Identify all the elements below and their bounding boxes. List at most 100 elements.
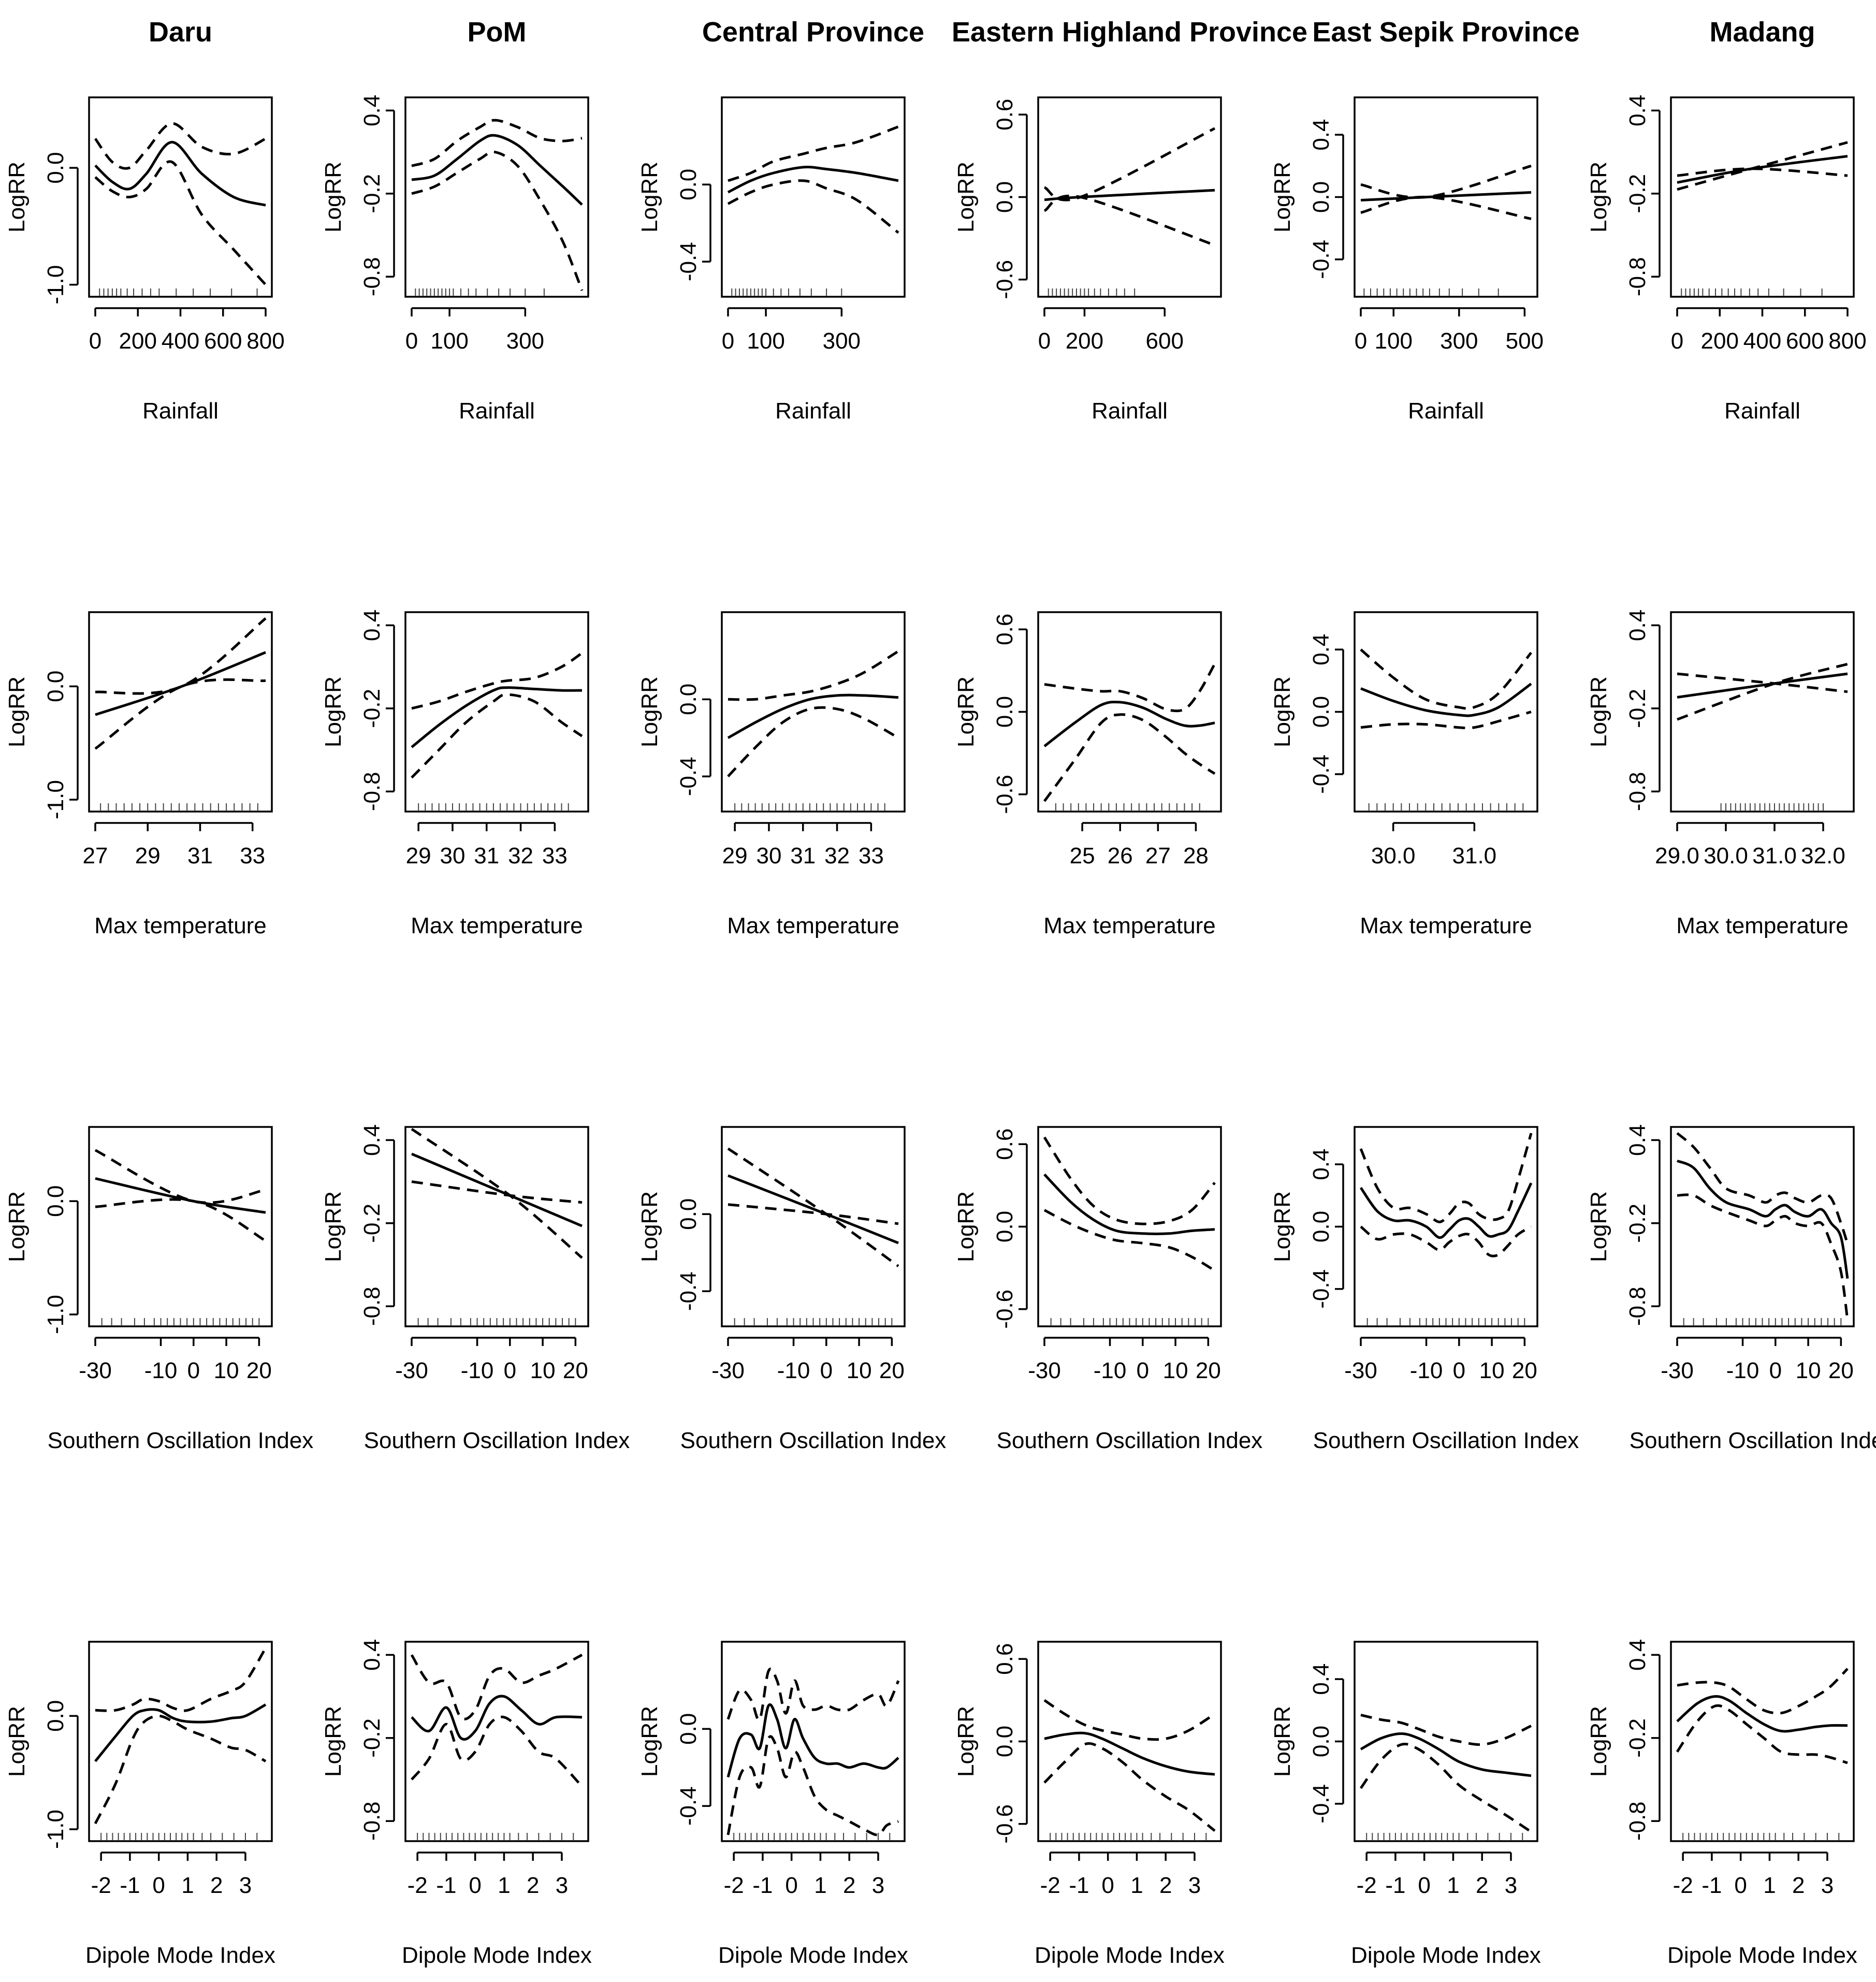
curves bbox=[1677, 662, 1848, 721]
y-tick-label: -0.4 bbox=[676, 242, 701, 281]
panel-r1-c0: 27 29 31 33 -1.0 0.0 LogRR Max temperature bbox=[4, 611, 273, 938]
fit-line bbox=[1043, 700, 1215, 747]
x-tick-label: 1 bbox=[814, 1873, 826, 1898]
y-tick-label: -0.8 bbox=[359, 1801, 385, 1841]
x-tick-label: 33 bbox=[240, 843, 265, 869]
y-tick-label: 0.4 bbox=[359, 95, 385, 126]
upper-ci-line bbox=[1677, 1668, 1849, 1715]
y-tick-label: 0.0 bbox=[43, 1700, 68, 1732]
y-axis-label: LogRR bbox=[953, 676, 979, 747]
y-tick-label: -0.8 bbox=[359, 772, 385, 811]
curves bbox=[94, 1149, 267, 1242]
fit-line bbox=[94, 141, 266, 207]
y-tick-label: 0.0 bbox=[676, 684, 701, 715]
x-tick-label: 0 bbox=[405, 328, 418, 354]
upper-ci-line bbox=[1044, 663, 1216, 713]
x-tick-label: 31 bbox=[790, 843, 816, 869]
y-tick-label: -0.2 bbox=[359, 689, 385, 728]
y-tick-label: -0.2 bbox=[1625, 1204, 1650, 1243]
y-tick-label: 0.0 bbox=[992, 1726, 1017, 1757]
x-tick-label: 1 bbox=[181, 1873, 194, 1898]
curves bbox=[411, 1128, 583, 1259]
plot-frame bbox=[404, 96, 589, 298]
x-tick-label: 600 bbox=[1146, 328, 1184, 354]
y-tick-label: 0.0 bbox=[43, 671, 68, 702]
x-tick-label: -2 bbox=[408, 1873, 428, 1898]
fit-line bbox=[411, 1152, 583, 1227]
x-axis-label: Max temperature bbox=[727, 913, 899, 938]
y-axis-label: LogRR bbox=[1270, 162, 1295, 233]
upper-ci-line bbox=[728, 650, 899, 701]
x-axis-label: Rainfall bbox=[775, 398, 851, 424]
x-tick-label: -10 bbox=[1410, 1358, 1443, 1383]
x-tick-label: 400 bbox=[1743, 328, 1781, 354]
y-tick-label: 0.0 bbox=[676, 1198, 701, 1230]
fit-line bbox=[95, 651, 266, 716]
x-tick-label: 10 bbox=[530, 1358, 556, 1383]
x-tick-label: 0 bbox=[1734, 1873, 1747, 1898]
curves bbox=[1043, 127, 1216, 247]
y-tick-label: -0.8 bbox=[359, 257, 385, 296]
y-tick-label: -0.6 bbox=[992, 1804, 1017, 1844]
panel-r2-c4: -30 -10 0 10 20 -0.4 0.0 0.4 LogRR Southern Oscil… bbox=[1270, 1126, 1579, 1453]
fit-line bbox=[1360, 191, 1532, 201]
fit-line bbox=[411, 686, 583, 748]
fit-line bbox=[94, 1703, 267, 1762]
y-tick-label: -0.2 bbox=[1625, 689, 1650, 728]
y-tick-label: 0.0 bbox=[43, 152, 68, 184]
x-axis-label: Southern Oscillation Index bbox=[680, 1428, 947, 1453]
fit-line bbox=[1044, 1731, 1215, 1776]
column-title-3: Eastern Highland Province bbox=[952, 17, 1307, 48]
lower-ci-line bbox=[726, 1735, 899, 1836]
x-tick-label: -1 bbox=[120, 1873, 140, 1898]
x-tick-label: 3 bbox=[1505, 1873, 1517, 1898]
x-tick-label: 10 bbox=[1479, 1358, 1505, 1383]
curves bbox=[1359, 1133, 1533, 1257]
fit-line bbox=[1360, 683, 1532, 717]
x-tick-label: 0 bbox=[820, 1358, 833, 1383]
y-tick-label: 0.6 bbox=[992, 99, 1017, 131]
panel-r1-c3: 25 26 27 28 -0.6 0.0 0.6 LogRR Max temperature bbox=[953, 611, 1222, 938]
panel-r0-c0: 0 200 400 600 800 -1.0 0.0 LogRR Rainfall bbox=[4, 96, 285, 424]
x-tick-label: 2 bbox=[1476, 1873, 1488, 1898]
plot-frame bbox=[404, 1641, 589, 1842]
plot-frame bbox=[88, 96, 273, 298]
y-axis-label: LogRR bbox=[953, 1191, 979, 1262]
x-tick-label: 0 bbox=[1453, 1358, 1465, 1383]
upper-ci-line bbox=[410, 1654, 583, 1720]
x-tick-label: 30 bbox=[440, 843, 465, 869]
y-tick-label: 0.6 bbox=[992, 1129, 1017, 1160]
fit-line bbox=[727, 166, 899, 194]
x-tick-label: 28 bbox=[1183, 843, 1209, 869]
x-tick-label: -2 bbox=[724, 1873, 744, 1898]
x-axis-label: Rainfall bbox=[1092, 398, 1168, 424]
y-tick-label: -0.6 bbox=[992, 775, 1017, 814]
x-tick-label: -30 bbox=[395, 1358, 428, 1383]
y-tick-label: -0.2 bbox=[359, 1718, 385, 1758]
panel-r1-c1: 29 30 31 32 33 -0.8 -0.2 0.4 LogRR Max temperatur… bbox=[321, 610, 589, 938]
x-axis-label: Southern Oscillation Index bbox=[364, 1428, 630, 1453]
panel-r1-c4: 30.0 31.0 -0.4 0.0 0.4 LogRR Max temperature bbox=[1270, 611, 1538, 938]
y-tick-label: -0.8 bbox=[1625, 1286, 1650, 1326]
y-tick-label: -0.2 bbox=[1625, 1718, 1650, 1758]
y-tick-label: 0.0 bbox=[1308, 181, 1334, 213]
plot-frame bbox=[1670, 1126, 1855, 1327]
panel-r3-c5: -2 -1 0 1 2 3 -0.8 -0.2 0.4 LogRR Dipole Mode Inde… bbox=[1586, 1639, 1857, 1968]
x-axis-label: Dipole Mode Index bbox=[85, 1943, 275, 1968]
y-tick-label: 0.4 bbox=[1308, 1663, 1334, 1695]
fit-line bbox=[728, 1174, 899, 1245]
y-tick-label: 0.4 bbox=[1625, 610, 1650, 641]
lower-ci-line bbox=[727, 179, 899, 234]
fit-line bbox=[1677, 155, 1848, 184]
upper-ci-line bbox=[411, 652, 583, 710]
y-axis-label: LogRR bbox=[4, 1191, 30, 1262]
x-tick-label: -2 bbox=[91, 1873, 111, 1898]
x-tick-label: 20 bbox=[1828, 1358, 1854, 1383]
x-tick-label: -2 bbox=[1040, 1873, 1060, 1898]
column-title-1: PoM bbox=[468, 17, 527, 48]
x-tick-label: 300 bbox=[506, 328, 544, 354]
x-tick-label: 100 bbox=[430, 328, 468, 354]
plot-frame bbox=[88, 1641, 273, 1842]
y-tick-label: -1.0 bbox=[43, 1810, 68, 1849]
